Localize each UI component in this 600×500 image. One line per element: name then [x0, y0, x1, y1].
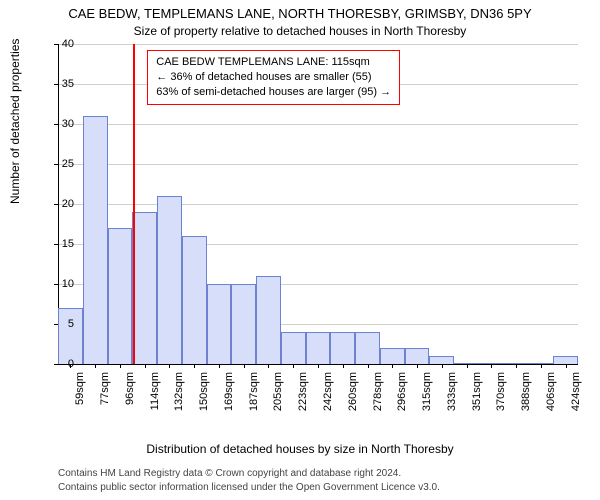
x-tick-mark	[95, 364, 96, 368]
histogram-bar	[58, 308, 83, 364]
histogram-bar	[132, 212, 157, 364]
y-tick-label: 40	[44, 38, 74, 50]
x-tick-label: 351sqm	[471, 372, 483, 416]
y-tick-label: 20	[44, 198, 74, 210]
histogram-bar	[281, 332, 306, 364]
grid-line	[58, 124, 578, 125]
grid-line	[58, 204, 578, 205]
x-tick-label: 388sqm	[520, 372, 532, 416]
highlight-line	[133, 44, 135, 364]
x-tick-label: 296sqm	[396, 372, 408, 416]
histogram-bar	[83, 116, 108, 364]
x-tick-label: 370sqm	[495, 372, 507, 416]
histogram-bar	[231, 284, 256, 364]
property-size-histogram: CAE BEDW, TEMPLEMANS LANE, NORTH THORESB…	[0, 0, 600, 500]
histogram-bar	[355, 332, 380, 364]
histogram-bar	[380, 348, 405, 364]
x-tick-mark	[293, 364, 294, 368]
chart-title-sub: Size of property relative to detached ho…	[0, 24, 600, 38]
y-tick-label: 5	[44, 318, 74, 330]
y-tick-label: 0	[44, 358, 74, 370]
x-tick-label: 333sqm	[446, 372, 458, 416]
y-tick-label: 30	[44, 118, 74, 130]
x-tick-mark	[566, 364, 567, 368]
x-tick-label: 315sqm	[421, 372, 433, 416]
histogram-bar	[330, 332, 355, 364]
grid-line	[58, 44, 578, 45]
footer-line-1: Contains HM Land Registry data © Crown c…	[58, 467, 440, 481]
y-axis-label: Number of detached properties	[8, 39, 22, 204]
x-tick-label: 77sqm	[99, 372, 111, 416]
x-tick-mark	[343, 364, 344, 368]
x-tick-label: 205sqm	[272, 372, 284, 416]
x-tick-mark	[417, 364, 418, 368]
footer-attribution: Contains HM Land Registry data © Crown c…	[58, 467, 440, 494]
x-tick-label: 278sqm	[372, 372, 384, 416]
x-tick-mark	[145, 364, 146, 368]
y-tick-label: 10	[44, 278, 74, 290]
histogram-bar	[553, 356, 578, 364]
info-box-line-3: 63% of semi-detached houses are larger (…	[156, 85, 391, 100]
histogram-bar	[108, 228, 133, 364]
x-tick-label: 242sqm	[322, 372, 334, 416]
x-tick-label: 260sqm	[347, 372, 359, 416]
footer-line-2: Contains public sector information licen…	[58, 481, 440, 495]
histogram-bar	[405, 348, 430, 364]
histogram-bar	[157, 196, 182, 364]
chart-title-main: CAE BEDW, TEMPLEMANS LANE, NORTH THORESB…	[0, 6, 600, 21]
x-tick-label: 406sqm	[545, 372, 557, 416]
histogram-bar	[182, 236, 207, 364]
x-tick-mark	[194, 364, 195, 368]
x-tick-label: 150sqm	[198, 372, 210, 416]
x-tick-label: 96sqm	[124, 372, 136, 416]
x-tick-mark	[541, 364, 542, 368]
info-box-line-2: ← 36% of detached houses are smaller (55…	[156, 70, 391, 85]
x-tick-mark	[219, 364, 220, 368]
x-tick-mark	[516, 364, 517, 368]
x-tick-mark	[442, 364, 443, 368]
x-tick-mark	[491, 364, 492, 368]
histogram-bar	[207, 284, 232, 364]
x-tick-label: 223sqm	[297, 372, 309, 416]
x-tick-mark	[368, 364, 369, 368]
x-tick-label: 132sqm	[173, 372, 185, 416]
x-tick-mark	[318, 364, 319, 368]
x-tick-mark	[467, 364, 468, 368]
grid-line	[58, 164, 578, 165]
x-tick-mark	[169, 364, 170, 368]
x-axis-label: Distribution of detached houses by size …	[0, 442, 600, 456]
x-tick-label: 59sqm	[74, 372, 86, 416]
histogram-bar	[256, 276, 281, 364]
x-tick-label: 114sqm	[149, 372, 161, 416]
y-tick-label: 15	[44, 238, 74, 250]
info-box-line-1: CAE BEDW TEMPLEMANS LANE: 115sqm	[156, 55, 391, 70]
x-tick-label: 187sqm	[248, 372, 260, 416]
x-tick-mark	[244, 364, 245, 368]
x-tick-mark	[268, 364, 269, 368]
histogram-bar	[429, 356, 454, 364]
y-tick-label: 25	[44, 158, 74, 170]
x-tick-label: 169sqm	[223, 372, 235, 416]
x-tick-mark	[392, 364, 393, 368]
plot-area: CAE BEDW TEMPLEMANS LANE: 115sqm← 36% of…	[58, 44, 578, 364]
y-tick-label: 35	[44, 78, 74, 90]
info-box: CAE BEDW TEMPLEMANS LANE: 115sqm← 36% of…	[147, 50, 400, 105]
x-tick-mark	[120, 364, 121, 368]
x-tick-label: 424sqm	[570, 372, 582, 416]
histogram-bar	[306, 332, 331, 364]
